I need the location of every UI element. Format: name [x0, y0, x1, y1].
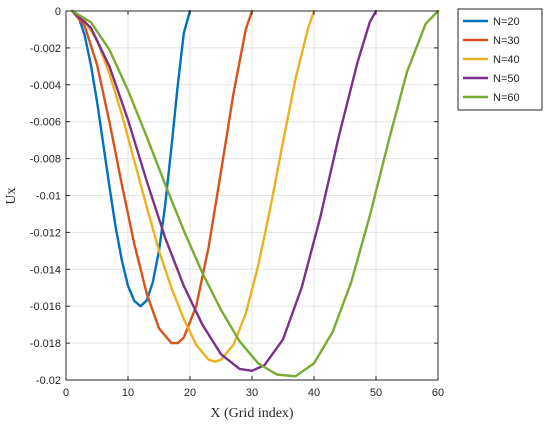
y-tick-label: -0.004: [30, 80, 61, 92]
legend-label: N=20: [493, 16, 520, 28]
y-axis-label: Ux: [4, 187, 19, 204]
y-tick-label: -0.006: [30, 117, 61, 129]
legend-label: N=60: [493, 92, 520, 104]
y-tick-label: -0.018: [30, 338, 61, 350]
x-tick-label: 20: [184, 387, 196, 399]
x-axis-ticks: 0 10 20 30 40 50 60: [63, 11, 444, 399]
x-tick-label: 50: [370, 387, 382, 399]
series-line-3: [70, 9, 316, 363]
x-axis-label: X (Grid index): [210, 406, 294, 421]
legend-label: N=30: [493, 35, 520, 47]
series-line-5: [70, 9, 440, 378]
series-line-1: [70, 9, 192, 308]
x-tick-label: 10: [122, 387, 134, 399]
legend-label: N=40: [493, 54, 520, 66]
y-tick-label: -0.02: [36, 375, 61, 387]
x-tick-label: 0: [63, 387, 69, 399]
y-tick-label: -0.008: [30, 154, 61, 166]
y-tick-label: -0.016: [30, 301, 61, 313]
x-tick-label: 40: [308, 387, 320, 399]
legend: N=20 N=30 N=40 N=50 N=60: [457, 8, 543, 111]
y-axis-ticks: 0 -0.002 -0.004 -0.006 -0.008 -0.01 -0.012 -0.0…: [30, 6, 438, 387]
y-tick-label: -0.012: [30, 227, 61, 239]
y-tick-label: 0: [55, 6, 61, 18]
series-lines: [70, 9, 440, 378]
y-tick-label: -0.01: [36, 191, 61, 203]
y-tick-label: -0.014: [30, 264, 61, 276]
x-tick-label: 60: [432, 387, 444, 399]
x-tick-label: 30: [246, 387, 258, 399]
y-tick-label: -0.002: [30, 43, 61, 55]
series-line-4: [70, 9, 378, 372]
grid-lines: [65, 10, 439, 381]
legend-label: N=50: [493, 73, 520, 85]
series-line-2: [70, 9, 254, 345]
